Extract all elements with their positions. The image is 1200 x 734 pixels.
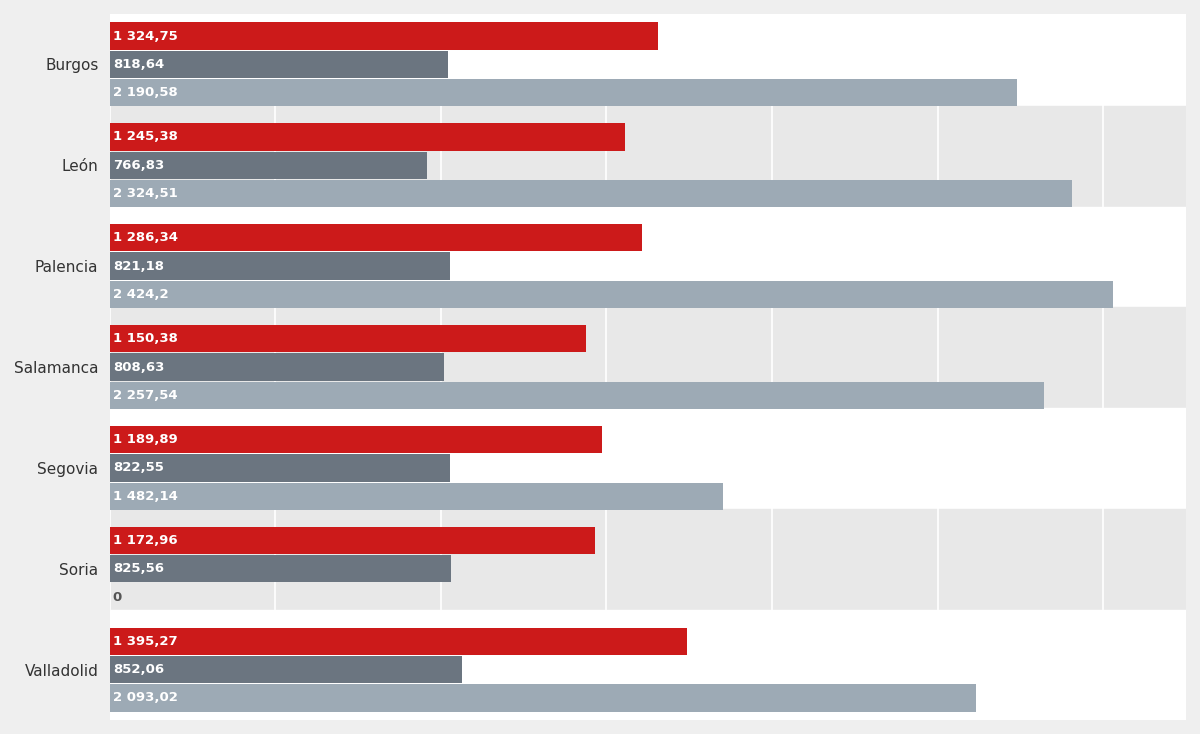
Bar: [109, 527, 595, 554]
Text: 822,55: 822,55: [113, 462, 163, 474]
Bar: [109, 79, 1016, 106]
Text: 818,64: 818,64: [113, 58, 164, 71]
Bar: [109, 555, 451, 582]
Bar: [109, 123, 625, 150]
Bar: [109, 656, 462, 683]
Text: 2 190,58: 2 190,58: [113, 86, 178, 99]
Text: 1 324,75: 1 324,75: [113, 29, 178, 43]
Bar: [109, 180, 1072, 207]
Text: 1 189,89: 1 189,89: [113, 433, 178, 446]
Bar: [109, 5, 1186, 124]
Bar: [109, 408, 1186, 528]
Text: 1 245,38: 1 245,38: [113, 131, 178, 143]
Text: 1 286,34: 1 286,34: [113, 231, 178, 244]
Bar: [109, 252, 450, 280]
Bar: [109, 225, 642, 252]
Bar: [109, 610, 1186, 729]
Text: 1 395,27: 1 395,27: [113, 635, 178, 648]
Text: 2 324,51: 2 324,51: [113, 187, 178, 200]
Bar: [109, 308, 1186, 426]
Bar: [109, 382, 1044, 409]
Text: 852,06: 852,06: [113, 663, 164, 676]
Bar: [109, 353, 444, 381]
Bar: [109, 280, 1114, 308]
Text: 808,63: 808,63: [113, 360, 164, 374]
Text: 1 150,38: 1 150,38: [113, 333, 178, 345]
Bar: [109, 23, 658, 50]
Text: 821,18: 821,18: [113, 260, 164, 272]
Text: 2 093,02: 2 093,02: [113, 691, 178, 705]
Text: 825,56: 825,56: [113, 562, 164, 575]
Bar: [109, 152, 427, 179]
Text: 1 482,14: 1 482,14: [113, 490, 178, 503]
Bar: [109, 426, 602, 454]
Bar: [109, 454, 450, 482]
Text: 2 257,54: 2 257,54: [113, 389, 178, 401]
Bar: [109, 628, 688, 655]
Text: 1 172,96: 1 172,96: [113, 534, 178, 547]
Bar: [109, 325, 586, 352]
Text: 2 424,2: 2 424,2: [113, 288, 168, 301]
Text: 0: 0: [113, 591, 122, 603]
Bar: [109, 106, 1186, 225]
Bar: [109, 206, 1186, 326]
Bar: [109, 509, 1186, 628]
Bar: [109, 482, 724, 509]
Bar: [109, 684, 976, 711]
Bar: [109, 51, 449, 78]
Text: 766,83: 766,83: [113, 159, 164, 172]
